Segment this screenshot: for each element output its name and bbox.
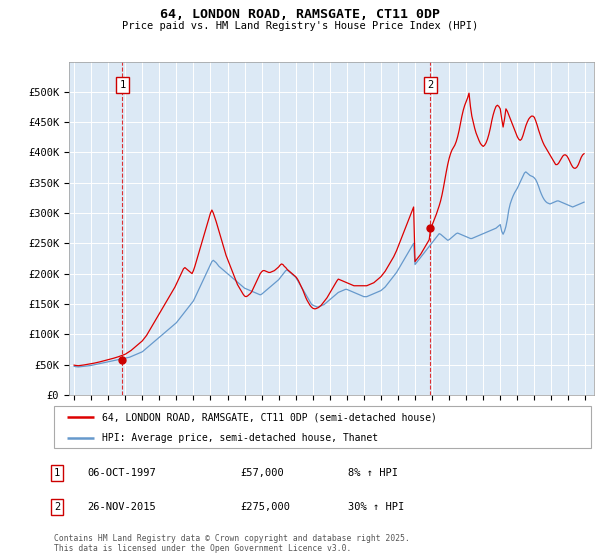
- Text: 06-OCT-1997: 06-OCT-1997: [87, 468, 156, 478]
- Text: 26-NOV-2015: 26-NOV-2015: [87, 502, 156, 512]
- Text: 8% ↑ HPI: 8% ↑ HPI: [348, 468, 398, 478]
- Text: 1: 1: [119, 80, 125, 90]
- Text: 1: 1: [54, 468, 60, 478]
- Text: 64, LONDON ROAD, RAMSGATE, CT11 0DP: 64, LONDON ROAD, RAMSGATE, CT11 0DP: [160, 8, 440, 21]
- Text: 2: 2: [54, 502, 60, 512]
- Text: 30% ↑ HPI: 30% ↑ HPI: [348, 502, 404, 512]
- Text: 2: 2: [427, 80, 433, 90]
- Text: 64, LONDON ROAD, RAMSGATE, CT11 0DP (semi-detached house): 64, LONDON ROAD, RAMSGATE, CT11 0DP (sem…: [103, 412, 437, 422]
- Text: £275,000: £275,000: [240, 502, 290, 512]
- Text: Price paid vs. HM Land Registry's House Price Index (HPI): Price paid vs. HM Land Registry's House …: [122, 21, 478, 31]
- Text: Contains HM Land Registry data © Crown copyright and database right 2025.
This d: Contains HM Land Registry data © Crown c…: [54, 534, 410, 553]
- Text: £57,000: £57,000: [240, 468, 284, 478]
- Text: HPI: Average price, semi-detached house, Thanet: HPI: Average price, semi-detached house,…: [103, 433, 379, 444]
